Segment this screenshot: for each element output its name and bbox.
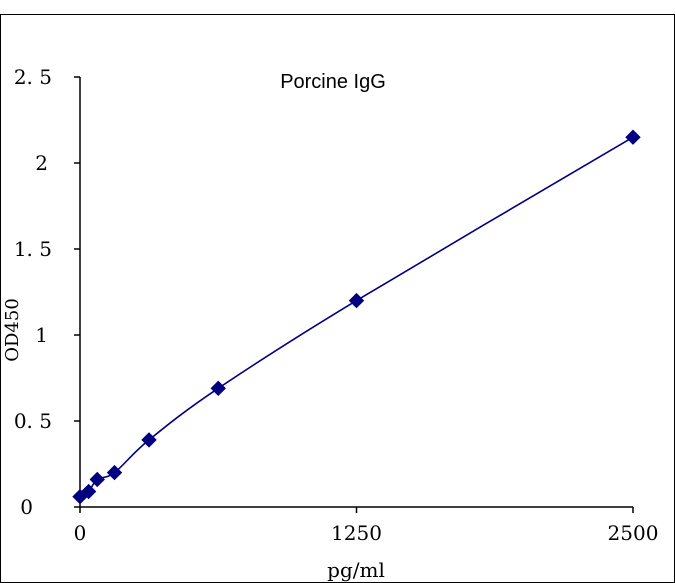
data-point-marker [348, 292, 365, 309]
data-point-marker [625, 129, 641, 145]
data-point-marker [89, 471, 105, 488]
x-tick-label: 2500 [608, 521, 659, 545]
chart-frame [0, 14, 675, 583]
series-plot [72, 129, 641, 505]
chart-title: Porcine IgG [280, 71, 386, 93]
y-tick-label: 1. 5 [14, 237, 52, 261]
y-tick-label: 0 [20, 495, 33, 519]
data-point-marker [210, 380, 226, 397]
y-axis: 0 0. 5 1 1. 5 2 2. 5 [14, 65, 81, 519]
x-axis: 0 1250 2500 [74, 506, 659, 545]
y-tick-label: 1 [35, 323, 48, 347]
x-tick-label: 1250 [331, 521, 382, 545]
x-axis-label: pg/ml [327, 558, 385, 582]
data-point-marker [106, 464, 123, 481]
y-tick-label: 2 [35, 151, 48, 175]
y-tick-label: 2. 5 [14, 65, 52, 89]
data-point-marker [141, 432, 157, 448]
x-tick-label: 0 [74, 521, 87, 545]
data-point-marker [80, 483, 97, 500]
series-trendline [79, 136, 634, 498]
y-axis-label: OD450 [2, 298, 23, 362]
y-tick-label: 0. 5 [14, 409, 52, 433]
